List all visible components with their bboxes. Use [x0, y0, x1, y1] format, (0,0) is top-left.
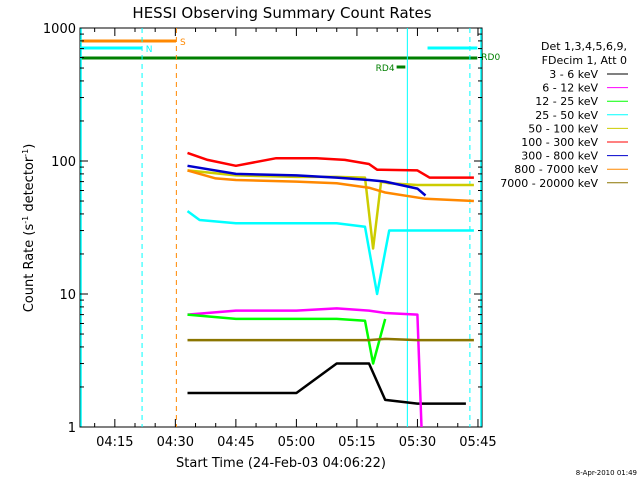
y-axis-ticks: 1 10 100 1000: [43, 22, 482, 436]
series-lines: [186, 151, 474, 428]
legend-entry-label: 6 - 12 keV: [542, 82, 598, 95]
plot-frame: [79, 27, 483, 428]
y-axis-label-sup2: -1: [21, 149, 30, 157]
series-line: [187, 151, 474, 179]
legend-entry-label: 25 - 50 keV: [535, 109, 598, 122]
y-axis-label-mid: detector: [22, 156, 37, 216]
flag-label: N: [146, 45, 153, 55]
series-line: [187, 307, 423, 428]
x-tick-label: 05:15: [338, 435, 375, 450]
legend-entry-label: 12 - 25 keV: [535, 95, 598, 108]
y-tick-label: 10: [59, 288, 76, 303]
x-tick-label: 04:30: [157, 435, 194, 450]
flag-label: RD4: [376, 64, 395, 74]
legend-entry-label: 800 - 7000 keV: [514, 163, 598, 176]
legend-header-2: FDecim 1, Att 0: [542, 54, 627, 67]
legend: Det 1,3,4,5,6,9, FDecim 1, Att 0 3 - 6 k…: [500, 40, 628, 190]
x-axis-ticks: 04:15 04:30 04:45 05:00 05:15 05:30 05:45: [94, 28, 497, 450]
x-tick-label: 05:30: [399, 435, 436, 450]
y-tick-label: 1000: [43, 22, 76, 37]
series-line: [187, 164, 427, 197]
x-tick-label: 04:45: [217, 435, 254, 450]
chart-title: HESSI Observing Summary Count Rates: [132, 4, 431, 22]
footer-timestamp: 8-Apr-2010 01:49: [576, 469, 637, 477]
flag-label: S: [180, 38, 186, 48]
x-tick-label: 05:45: [459, 435, 496, 450]
legend-entry-label: 7000 - 20000 keV: [500, 177, 598, 190]
y-axis-label-main: Count Rate (s: [22, 224, 37, 313]
legend-entry-label: 300 - 800 keV: [521, 150, 598, 163]
flag-bars: S N RD0 RD4: [80, 38, 500, 74]
y-tick-label: 100: [51, 155, 76, 170]
y-axis-label-end: ): [22, 144, 37, 149]
series-line: [187, 169, 474, 203]
vertical-markers: [80, 28, 482, 427]
series-line: [187, 169, 474, 250]
series-line: [186, 210, 474, 296]
x-tick-label: 05:00: [278, 435, 315, 450]
series-line: [187, 362, 466, 405]
series-line: [187, 313, 387, 365]
y-axis-label: Count Rate (s-1 detector-1): [21, 144, 37, 313]
y-axis-label-sup1: -1: [21, 216, 30, 224]
legend-entry-label: 100 - 300 keV: [521, 136, 598, 149]
y-tick-label: 1: [68, 421, 76, 436]
legend-header-1: Det 1,3,4,5,6,9,: [541, 40, 627, 53]
x-axis-label: Start Time (24-Feb-03 04:06:22): [176, 456, 386, 471]
legend-entry-label: 50 - 100 keV: [528, 122, 598, 135]
x-tick-label: 04:15: [96, 435, 133, 450]
legend-entry-label: 3 - 6 keV: [549, 68, 598, 81]
series-line: [187, 337, 474, 342]
flag-label: RD0: [481, 53, 500, 63]
